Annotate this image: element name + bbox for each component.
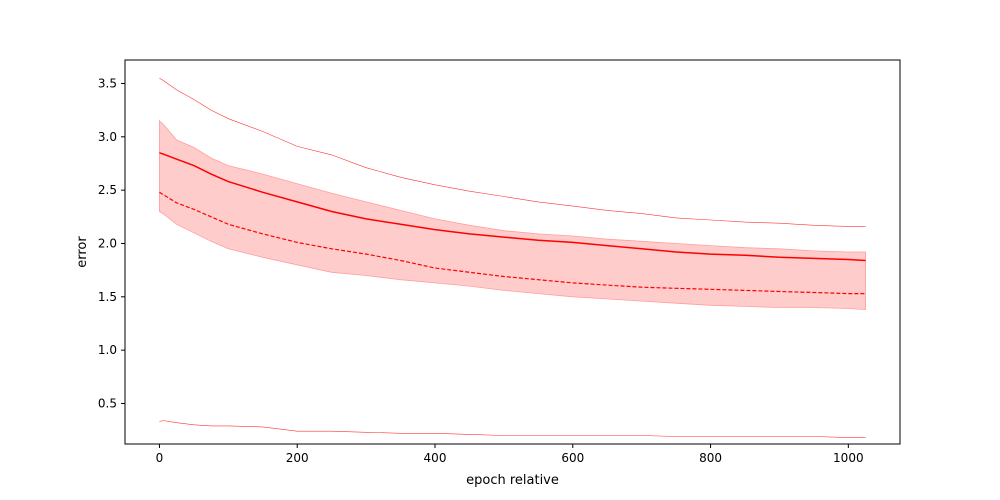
x-axis-label: epoch relative	[466, 473, 559, 488]
series-line-thin-upper	[159, 77, 866, 227]
x-tick-label: 1000	[833, 451, 864, 465]
x-tick-label: 600	[561, 451, 584, 465]
x-tick-label: 400	[424, 451, 447, 465]
y-tick-label: 0.5	[98, 396, 117, 410]
x-axis-ticks: 0 200 400 600 800 1000	[156, 444, 864, 465]
y-tick-label: 1.0	[98, 343, 117, 357]
series-lines-layer	[159, 77, 866, 438]
y-tick-label: 1.5	[98, 290, 117, 304]
y-tick-label: 2.0	[98, 236, 117, 250]
y-tick-label: 3.5	[98, 76, 117, 90]
x-tick-label: 200	[286, 451, 309, 465]
series-line-thin-lower	[159, 420, 866, 438]
y-tick-label: 2.5	[98, 183, 117, 197]
series-line-solid	[159, 152, 866, 262]
series-line-dashed	[159, 191, 866, 295]
x-tick-label: 0	[156, 451, 164, 465]
y-axis-ticks: 0.5 1.0 1.5 2.0 2.5 3.0 3.5	[98, 76, 125, 410]
plot-frame	[124, 59, 901, 445]
error-band	[159, 119, 866, 311]
error-band-layer	[159, 119, 866, 311]
x-tick-label: 800	[699, 451, 722, 465]
y-tick-label: 3.0	[98, 130, 117, 144]
y-axis-label: error	[75, 236, 90, 268]
